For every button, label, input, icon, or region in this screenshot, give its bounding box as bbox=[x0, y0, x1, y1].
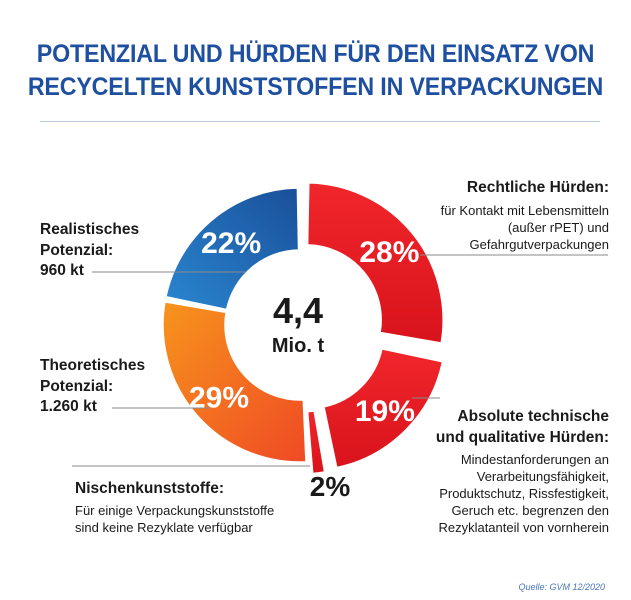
realistisch-line-2: Potenzial: bbox=[40, 242, 114, 259]
label-absolute-huerden: Absolute technische und qualitative Hürd… bbox=[436, 406, 609, 536]
absolut-line-5: Rezyklatanteil von vornherein bbox=[438, 520, 609, 535]
source-note: Quelle: GVM 12/2020 bbox=[518, 582, 605, 592]
label-realistisches-potenzial: Realistisches Potenzial: 960 kt bbox=[40, 219, 139, 281]
absolut-line-4: Geruch etc. begrenzen den bbox=[451, 503, 609, 518]
title-line-2: RECYCELTEN KUNSTSTOFFEN IN VERPACKUNGEN bbox=[27, 73, 604, 101]
slice-absolute-technische-und-qualitative-h-rden bbox=[323, 348, 444, 469]
theoretisch-line-2: Potenzial: bbox=[40, 378, 114, 395]
label-rechtliche-huerden: Rechtliche Hürden: für Kontakt mit Leben… bbox=[441, 177, 609, 253]
label-nischenkunststoffe: Nischenkunststoffe: Für einige Verpackun… bbox=[75, 478, 274, 536]
rechtlich-line-3: Gefahrgutverpackungen bbox=[469, 237, 609, 252]
slice-theoretisches-potenzial bbox=[162, 301, 307, 463]
slice-label-nischenkunststoffe: 2% bbox=[310, 471, 351, 502]
slice-nischenkunststoffe bbox=[306, 409, 326, 475]
absolut-line-1: Mindestanforderungen an bbox=[460, 452, 609, 467]
theoretisch-value: 1.260 kt bbox=[40, 398, 97, 415]
nischen-line-1: Für einige Verpackungskunststoffe bbox=[75, 503, 275, 518]
title-divider bbox=[40, 121, 600, 122]
label-theoretisches-potenzial: Theoretisches Potenzial: 1.260 kt bbox=[40, 355, 145, 417]
center-unit: Mio. t bbox=[272, 335, 325, 357]
absolut-line-3: Produktschutz, Rissfestigkeit, bbox=[439, 486, 609, 501]
nischen-head: Nischenkunststoffe: bbox=[75, 480, 224, 497]
title-line-1: POTENZIAL UND HÜRDEN FÜR DEN EINSATZ VON bbox=[36, 40, 595, 68]
slice-realistisches-potenzial bbox=[165, 187, 300, 311]
slice-label-absolute-technische-und-qualitative-h-rden: 19% bbox=[355, 395, 415, 428]
theoretisch-line-1: Theoretisches bbox=[40, 357, 146, 374]
realistisch-line-1: Realistisches bbox=[40, 221, 140, 238]
slice-label-theoretisches-potenzial: 29% bbox=[189, 381, 249, 414]
nischen-line-2: sind keine Rezyklate verfügbar bbox=[75, 520, 253, 535]
rechtlich-head: Rechtliche Hürden: bbox=[466, 179, 609, 196]
absolut-head-1: Absolute technische bbox=[457, 408, 609, 425]
slice-label-realistisches-potenzial: 22% bbox=[201, 227, 261, 260]
slice-label-rechtliche-h-rden: 28% bbox=[359, 236, 419, 269]
chart-title: POTENZIAL UND HÜRDEN FÜR DEN EINSATZ VON… bbox=[22, 38, 609, 104]
absolut-line-2: Verarbeitungsfähigkeit, bbox=[476, 469, 609, 484]
realistisch-value: 960 kt bbox=[40, 262, 84, 279]
center-value: 4,4 bbox=[273, 290, 323, 331]
slice-rechtliche-h-rden bbox=[306, 182, 444, 344]
rechtlich-line-1: für Kontakt mit Lebensmitteln bbox=[440, 203, 609, 218]
absolut-head-2: und qualitative Hürden: bbox=[435, 429, 609, 446]
rechtlich-line-2: (außer rPET) und bbox=[507, 220, 609, 235]
